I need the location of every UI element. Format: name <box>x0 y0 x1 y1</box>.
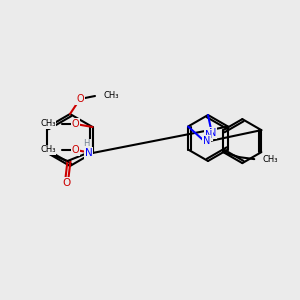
Text: H: H <box>83 140 90 148</box>
Text: CH₃: CH₃ <box>40 146 56 154</box>
Text: CH₃: CH₃ <box>40 119 56 128</box>
Text: CH₃: CH₃ <box>262 154 278 164</box>
Text: N: N <box>85 148 92 158</box>
Text: N: N <box>202 136 210 146</box>
Text: O: O <box>62 178 70 188</box>
Text: N: N <box>205 130 212 140</box>
Text: N: N <box>209 128 216 138</box>
Text: CH₃: CH₃ <box>103 92 118 100</box>
Text: O: O <box>72 119 79 129</box>
Text: O: O <box>76 94 84 104</box>
Text: O: O <box>72 145 79 155</box>
